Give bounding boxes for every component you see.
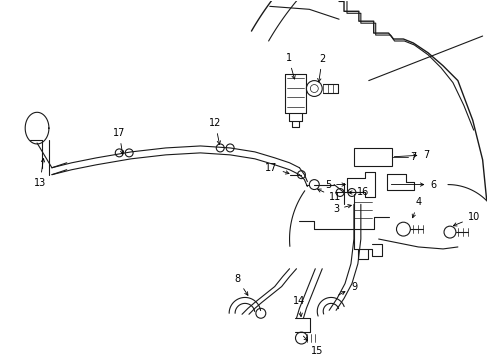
Text: 2: 2 xyxy=(317,54,325,82)
Text: 13: 13 xyxy=(34,158,46,188)
Text: 10: 10 xyxy=(452,212,479,226)
Text: 17: 17 xyxy=(265,163,288,174)
Text: 15: 15 xyxy=(303,336,323,356)
Text: 5: 5 xyxy=(324,180,345,190)
Text: 1: 1 xyxy=(285,53,295,79)
Text: 16: 16 xyxy=(348,188,368,198)
Text: 12: 12 xyxy=(209,118,221,144)
Text: 8: 8 xyxy=(234,274,247,295)
Text: 6: 6 xyxy=(390,180,435,190)
Text: 17: 17 xyxy=(113,128,125,154)
FancyBboxPatch shape xyxy=(353,148,391,166)
Text: 3: 3 xyxy=(332,204,350,214)
Text: 9: 9 xyxy=(338,282,356,295)
Text: 14: 14 xyxy=(293,296,305,316)
Text: 4: 4 xyxy=(411,197,421,218)
Text: 11: 11 xyxy=(317,189,341,202)
Text: 7: 7 xyxy=(409,152,416,162)
Text: 7: 7 xyxy=(393,150,428,160)
